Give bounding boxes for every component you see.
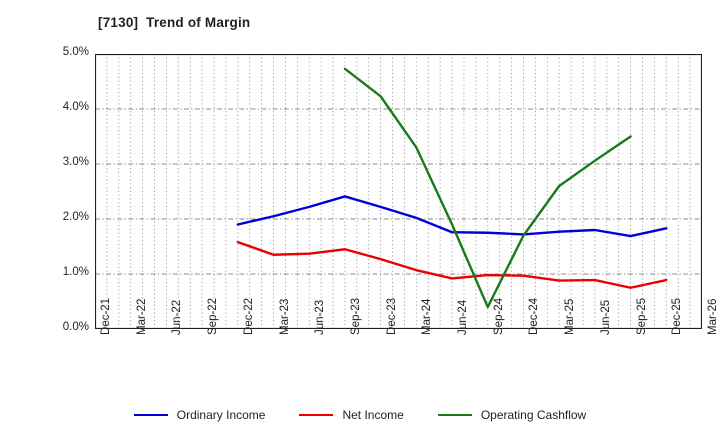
x-axis-tick-label: Mar-24 [421,298,434,335]
x-axis-tick-label: Mar-26 [707,298,719,335]
x-axis-tick-label: Mar-22 [135,298,148,335]
y-axis-tick-label: 0.0% [62,321,89,333]
legend-label: Operating Cashflow [480,408,587,422]
legend-entry-operating-cashflow[interactable]: Operating Cashflow [437,408,587,422]
x-axis-tick-label: Jun-24 [457,299,470,335]
plot-svg [95,54,702,329]
series-lines [236,67,668,309]
x-axis-tick-label: Mar-23 [278,298,291,335]
legend-entry-ordinary-income[interactable]: Ordinary Income [133,408,266,422]
x-axis-tick-label: Dec-25 [671,297,684,335]
series-line-ordinary-income [236,195,668,238]
x-axis-tick-label: Sep-22 [207,297,220,335]
x-axis-tick-label: Sep-25 [635,297,648,335]
series-line-operating-cashflow [343,67,632,309]
x-axis-tick-label: Jun-22 [171,299,184,335]
series-line-net-income [236,240,668,289]
x-axis-tick-label: Jun-25 [599,299,612,335]
major-gridlines [95,108,702,275]
plot-area [95,54,702,329]
legend-line-swatch [437,414,472,416]
y-axis-tick-label: 2.0% [62,211,89,223]
x-axis-tick-label: Jun-23 [314,299,327,335]
x-axis-tick-label: Dec-21 [100,297,112,335]
legend-entry-net-income[interactable]: Net Income [299,408,404,422]
x-axis-tick-label: Mar-25 [564,298,577,335]
chart-title: [7130] Trend of Margin [98,15,251,30]
y-axis-tick-label: 1.0% [62,266,89,278]
x-axis-tick-label: Sep-24 [492,297,505,335]
x-axis-tick-label: Sep-23 [349,297,362,335]
legend-label: Ordinary Income [176,408,266,422]
y-axis-tick-label: 5.0% [62,46,89,58]
legend-line-swatch [133,414,168,416]
minor-gridlines [106,54,691,329]
legend-line-swatch [299,414,334,416]
y-axis-tick-label: 4.0% [62,101,89,113]
x-axis-tick-label: Dec-22 [242,297,255,335]
plot-frame [95,54,702,329]
legend-label: Net Income [342,408,404,422]
chart-legend: Ordinary Income Net Income Operating Cashf… [0,404,720,426]
x-axis-tick-label: Dec-24 [528,297,541,335]
y-axis-tick-label: 3.0% [62,156,89,168]
x-axis-tick-label: Dec-23 [385,297,398,335]
